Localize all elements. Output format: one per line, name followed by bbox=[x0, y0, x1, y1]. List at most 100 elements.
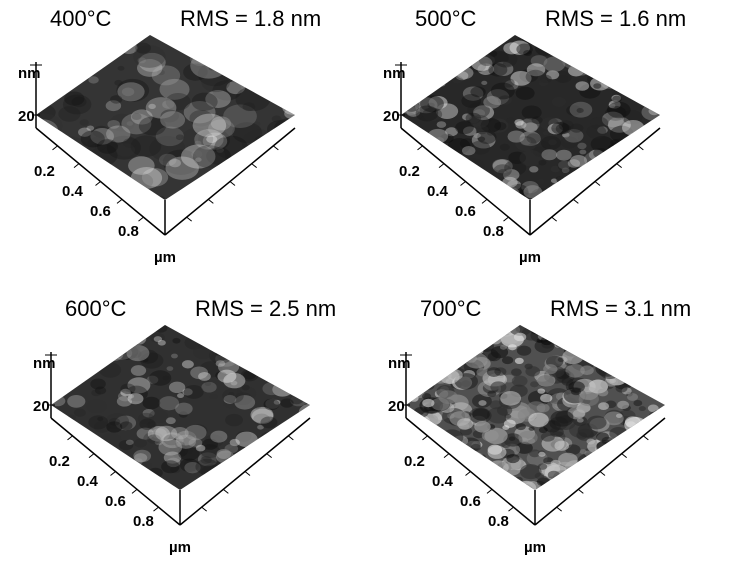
xy-tick-label: 0.4 bbox=[77, 473, 99, 490]
grain bbox=[538, 426, 548, 434]
grain bbox=[529, 449, 541, 458]
grain bbox=[139, 418, 156, 430]
grain bbox=[427, 352, 439, 361]
grain bbox=[617, 400, 630, 410]
grain bbox=[647, 338, 665, 350]
grain bbox=[609, 426, 628, 441]
grain bbox=[525, 366, 541, 377]
grain bbox=[555, 410, 574, 424]
grain bbox=[630, 35, 653, 47]
grain bbox=[210, 116, 232, 131]
grain bbox=[56, 334, 66, 341]
grain bbox=[566, 105, 582, 116]
grain bbox=[538, 451, 546, 457]
grain bbox=[179, 186, 196, 198]
tick bbox=[556, 506, 562, 512]
grain bbox=[228, 391, 235, 397]
grain bbox=[135, 42, 151, 54]
grain bbox=[88, 335, 109, 350]
grain bbox=[72, 42, 88, 54]
grain bbox=[610, 333, 629, 346]
grain bbox=[634, 68, 644, 75]
grain bbox=[502, 60, 512, 67]
grain bbox=[169, 158, 181, 168]
grain bbox=[171, 427, 189, 440]
grain bbox=[443, 344, 463, 359]
grain bbox=[418, 368, 428, 376]
grain bbox=[104, 351, 113, 358]
grain bbox=[109, 332, 131, 348]
grain bbox=[88, 76, 99, 84]
grain bbox=[608, 331, 617, 338]
grain bbox=[413, 328, 425, 337]
grain bbox=[619, 345, 637, 358]
tick bbox=[244, 471, 251, 476]
grain bbox=[194, 129, 224, 150]
grain bbox=[409, 414, 431, 429]
grain bbox=[422, 398, 435, 408]
grain bbox=[611, 51, 636, 69]
grain bbox=[235, 86, 271, 112]
grain bbox=[496, 405, 513, 416]
grain bbox=[254, 325, 278, 337]
grain bbox=[530, 381, 539, 388]
grain bbox=[188, 424, 208, 438]
grain bbox=[546, 70, 560, 80]
grain bbox=[239, 36, 260, 51]
grain bbox=[185, 428, 198, 438]
grain bbox=[181, 127, 214, 151]
grain bbox=[202, 132, 228, 150]
grain bbox=[431, 65, 453, 81]
grain bbox=[273, 459, 287, 468]
grain bbox=[282, 337, 293, 345]
grain bbox=[488, 63, 508, 77]
grain bbox=[564, 186, 571, 191]
grain bbox=[90, 128, 115, 145]
grain bbox=[131, 113, 142, 121]
grain bbox=[635, 366, 645, 374]
grain bbox=[215, 360, 226, 367]
tick bbox=[508, 506, 514, 512]
grain bbox=[277, 359, 299, 375]
grain bbox=[121, 87, 135, 97]
grain bbox=[288, 476, 306, 490]
xy-tick-label: 0.2 bbox=[34, 163, 55, 180]
grain bbox=[590, 136, 614, 153]
grain bbox=[609, 436, 623, 446]
grain bbox=[563, 128, 584, 143]
grain bbox=[249, 399, 263, 409]
grain bbox=[414, 348, 430, 360]
grain bbox=[419, 361, 441, 376]
grain bbox=[628, 448, 651, 465]
grain bbox=[130, 109, 153, 125]
grain bbox=[146, 375, 159, 384]
grain bbox=[470, 480, 483, 489]
grain bbox=[148, 103, 156, 109]
z-tick-label: 20 bbox=[33, 398, 50, 415]
grain bbox=[175, 434, 196, 449]
grain bbox=[116, 471, 130, 481]
grain bbox=[620, 67, 631, 75]
grain bbox=[102, 470, 113, 478]
grain bbox=[640, 177, 660, 192]
grain bbox=[133, 481, 151, 490]
grain bbox=[436, 152, 448, 162]
grain bbox=[161, 432, 184, 449]
temperature-label: 500°C bbox=[415, 6, 477, 31]
grain bbox=[132, 45, 166, 68]
grain bbox=[64, 91, 85, 106]
grain bbox=[621, 53, 637, 64]
grain bbox=[51, 328, 67, 342]
grain bbox=[431, 342, 451, 357]
grain bbox=[510, 368, 522, 377]
grain bbox=[656, 195, 660, 200]
grain bbox=[458, 464, 474, 476]
temperature-label: 400°C bbox=[50, 6, 112, 31]
grain bbox=[199, 361, 223, 378]
grain bbox=[557, 74, 569, 83]
grain bbox=[163, 434, 180, 446]
grain bbox=[142, 396, 161, 410]
z-unit: nm bbox=[388, 355, 411, 372]
grain bbox=[417, 94, 426, 100]
grain bbox=[224, 443, 239, 454]
